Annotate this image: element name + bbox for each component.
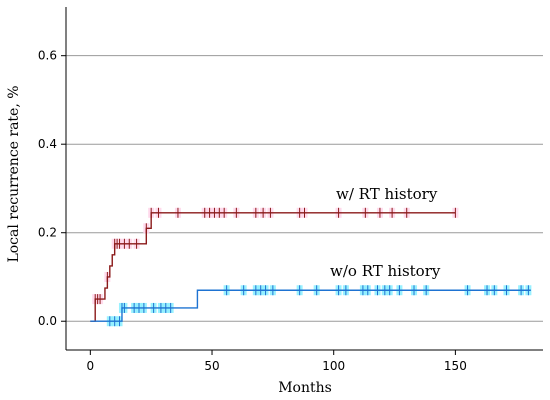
gridlines	[66, 55, 543, 322]
y-tick-label: 0.2	[38, 226, 57, 240]
x-tick-label: 150	[444, 359, 467, 373]
y-axis-title: Local recurrence rate, %	[6, 85, 22, 262]
series-label-no-rt: w/o RT history	[330, 262, 441, 280]
x-tick-label: 100	[322, 359, 345, 373]
series-1	[90, 285, 532, 327]
y-tick-label: 0.4	[38, 137, 57, 151]
series-layer	[90, 207, 532, 327]
plot-frame	[65, 7, 543, 351]
x-tick-label: 50	[204, 359, 219, 373]
y-tick-label: 0.6	[38, 49, 57, 63]
y-ticks: 0.0 0.2 0.4 0.6	[38, 49, 66, 328]
survival-step-line	[90, 212, 456, 322]
x-ticks: 0 50 100 150	[87, 350, 467, 373]
x-axis-title: Months	[278, 380, 332, 396]
series-label-rt: w/ RT history	[336, 185, 438, 203]
x-tick-label: 0	[87, 359, 95, 373]
series-0	[90, 207, 459, 322]
y-tick-label: 0.0	[38, 314, 57, 328]
